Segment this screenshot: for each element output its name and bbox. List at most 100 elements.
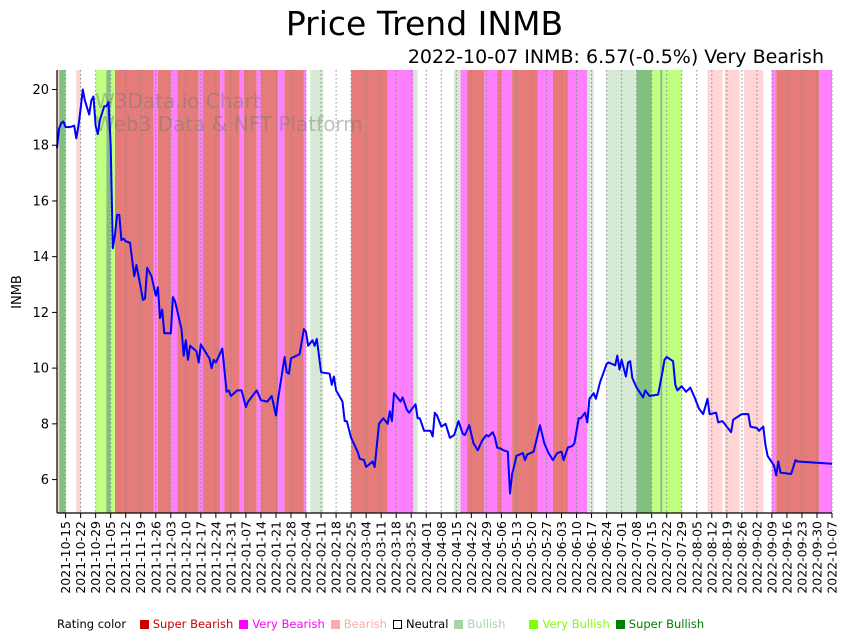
legend-label: Bullish (467, 617, 506, 631)
x-tick-label: 2022-04-01 (419, 521, 434, 594)
x-tick-label: 2022-07-22 (659, 521, 674, 594)
legend-swatch (139, 620, 149, 629)
rating-bands (57, 70, 832, 513)
rating-band-very-bearish (278, 70, 285, 513)
x-tick-label: 2022-09-30 (809, 521, 824, 594)
x-tick-label: 2022-08-19 (719, 521, 734, 594)
rating-band-very-bullish (651, 70, 661, 513)
x-tick-label: 2022-03-04 (359, 521, 374, 594)
rating-band-very-bearish (537, 70, 553, 513)
rating-band-bullish (413, 70, 418, 513)
x-tick-label: 2021-11-26 (148, 521, 163, 594)
legend-swatch (330, 620, 340, 629)
rating-band-super-bullish (636, 70, 652, 513)
x-tick-label: 2022-02-04 (299, 521, 314, 594)
y-tick-label: 10 (32, 362, 49, 377)
rating-band-very-bearish (220, 70, 225, 513)
x-tick-label: 2022-10-07 (825, 521, 840, 594)
rating-band-bullish (454, 70, 461, 513)
rating-band-very-bullish (110, 70, 115, 513)
legend-swatch (529, 620, 539, 629)
price-line (56, 88, 833, 495)
x-tick-label: 2022-04-22 (464, 521, 479, 594)
rating-band-very-bullish (662, 70, 682, 513)
y-axis-ticks: 6 8 10 12 14 16 18 20 (32, 83, 57, 488)
legend-item-bullish: Bullish (454, 617, 525, 631)
rating-band-super-bearish (157, 70, 171, 513)
y-tick-label: 6 (41, 473, 49, 488)
y-tick-label: 16 (32, 194, 49, 209)
rating-band-very-bearish (771, 70, 777, 513)
legend-item-neutral: Neutral (392, 617, 450, 631)
y-tick-label: 18 (32, 139, 49, 154)
x-tick-label: 2022-09-23 (794, 521, 809, 594)
chart-title: Price Trend INMB (285, 4, 564, 43)
x-tick-label: 2022-07-08 (629, 521, 644, 594)
x-tick-label: 2022-02-11 (314, 521, 329, 594)
rating-band-super-bearish (202, 70, 221, 513)
rating-band-super-bearish (177, 70, 199, 513)
x-tick-label: 2022-01-14 (253, 521, 268, 594)
rating-band-very-bearish (819, 70, 832, 513)
x-tick-label: 2021-10-29 (88, 521, 103, 594)
legend-swatch (615, 620, 625, 629)
x-tick-label: 2022-07-01 (614, 521, 629, 594)
x-tick-label: 2021-11-19 (133, 521, 148, 594)
rating-band-very-bearish (387, 70, 414, 513)
rating-band-bearish (57, 70, 60, 513)
x-tick-label: 2022-09-02 (749, 521, 764, 594)
x-tick-label: 2022-01-28 (284, 521, 299, 594)
x-tick-label: 2022-08-12 (704, 521, 719, 594)
x-tick-label: 2021-12-03 (163, 521, 178, 594)
rating-band-bearish (743, 70, 764, 513)
x-tick-label: 2022-04-08 (434, 521, 449, 594)
x-tick-label: 2022-09-09 (764, 521, 779, 594)
legend: Rating color Super Bearish Very Bearish Be… (57, 617, 714, 631)
x-tick-label: 2022-02-18 (329, 521, 344, 594)
legend-item-super-bearish: Super Bearish (139, 617, 236, 631)
rating-band-super-bearish (224, 70, 240, 513)
x-tick-label: 2022-05-13 (509, 521, 524, 594)
y-tick-label: 12 (32, 306, 49, 321)
rating-band-super-bearish (776, 70, 820, 513)
legend-item-bearish: Bearish (330, 617, 389, 631)
x-tick-label: 2021-12-17 (193, 521, 208, 594)
rating-band-super-bullish (59, 70, 66, 513)
x-tick-label: 2022-04-29 (479, 521, 494, 594)
x-tick-label: 2022-03-25 (404, 521, 419, 594)
watermark-line-2: Web3 Data & NFT Platform (95, 112, 363, 136)
rating-band-super-bullish (660, 70, 663, 513)
rating-band-very-bearish (256, 70, 261, 513)
y-tick-label: 14 (32, 250, 49, 265)
legend-item-very-bearish: Very Bearish (239, 617, 326, 631)
x-tick-label: 2022-01-21 (268, 521, 283, 594)
legend-title: Rating color (57, 617, 127, 631)
x-tick-label: 2022-02-25 (344, 521, 359, 594)
watermark-line-1: W3Data.io Chart (95, 89, 261, 113)
y-tick-label: 20 (32, 83, 49, 98)
rating-band-super-bearish (351, 70, 388, 513)
legend-item-very-bullish: Very Bullish (529, 617, 611, 631)
rating-band-super-bearish (497, 70, 502, 513)
x-tick-label: 2022-07-29 (674, 521, 689, 594)
x-tick-label: 2022-04-15 (449, 521, 464, 594)
x-tick-label: 2022-05-27 (539, 521, 554, 594)
rating-band-bearish (76, 70, 81, 513)
y-tick-label: 8 (41, 417, 49, 432)
x-tick-label: 2022-09-16 (779, 521, 794, 594)
rating-band-very-bearish (567, 70, 588, 513)
legend-label: Very Bullish (542, 617, 610, 631)
chart-subtitle: 2022-10-07 INMB: 6.57(-0.5%) Very Bearis… (407, 46, 824, 68)
rating-band-bullish (587, 70, 594, 513)
legend-label: Super Bearish (152, 617, 234, 631)
x-tick-label: 2021-12-10 (178, 521, 193, 594)
rating-band-very-bearish (303, 70, 307, 513)
price-series (56, 88, 833, 495)
x-tick-label: 2022-03-11 (374, 521, 389, 594)
x-axis-ticks: 2021-10-15 2021-10-22 2021-10-29 2021-11-05… (58, 513, 840, 594)
x-tick-label: 2022-08-05 (689, 521, 704, 594)
x-tick-label: 2021-12-24 (208, 521, 223, 594)
rating-band-super-bearish (552, 70, 568, 513)
x-tick-label: 2022-05-20 (524, 521, 539, 594)
legend-label: Very Bearish (252, 617, 325, 631)
